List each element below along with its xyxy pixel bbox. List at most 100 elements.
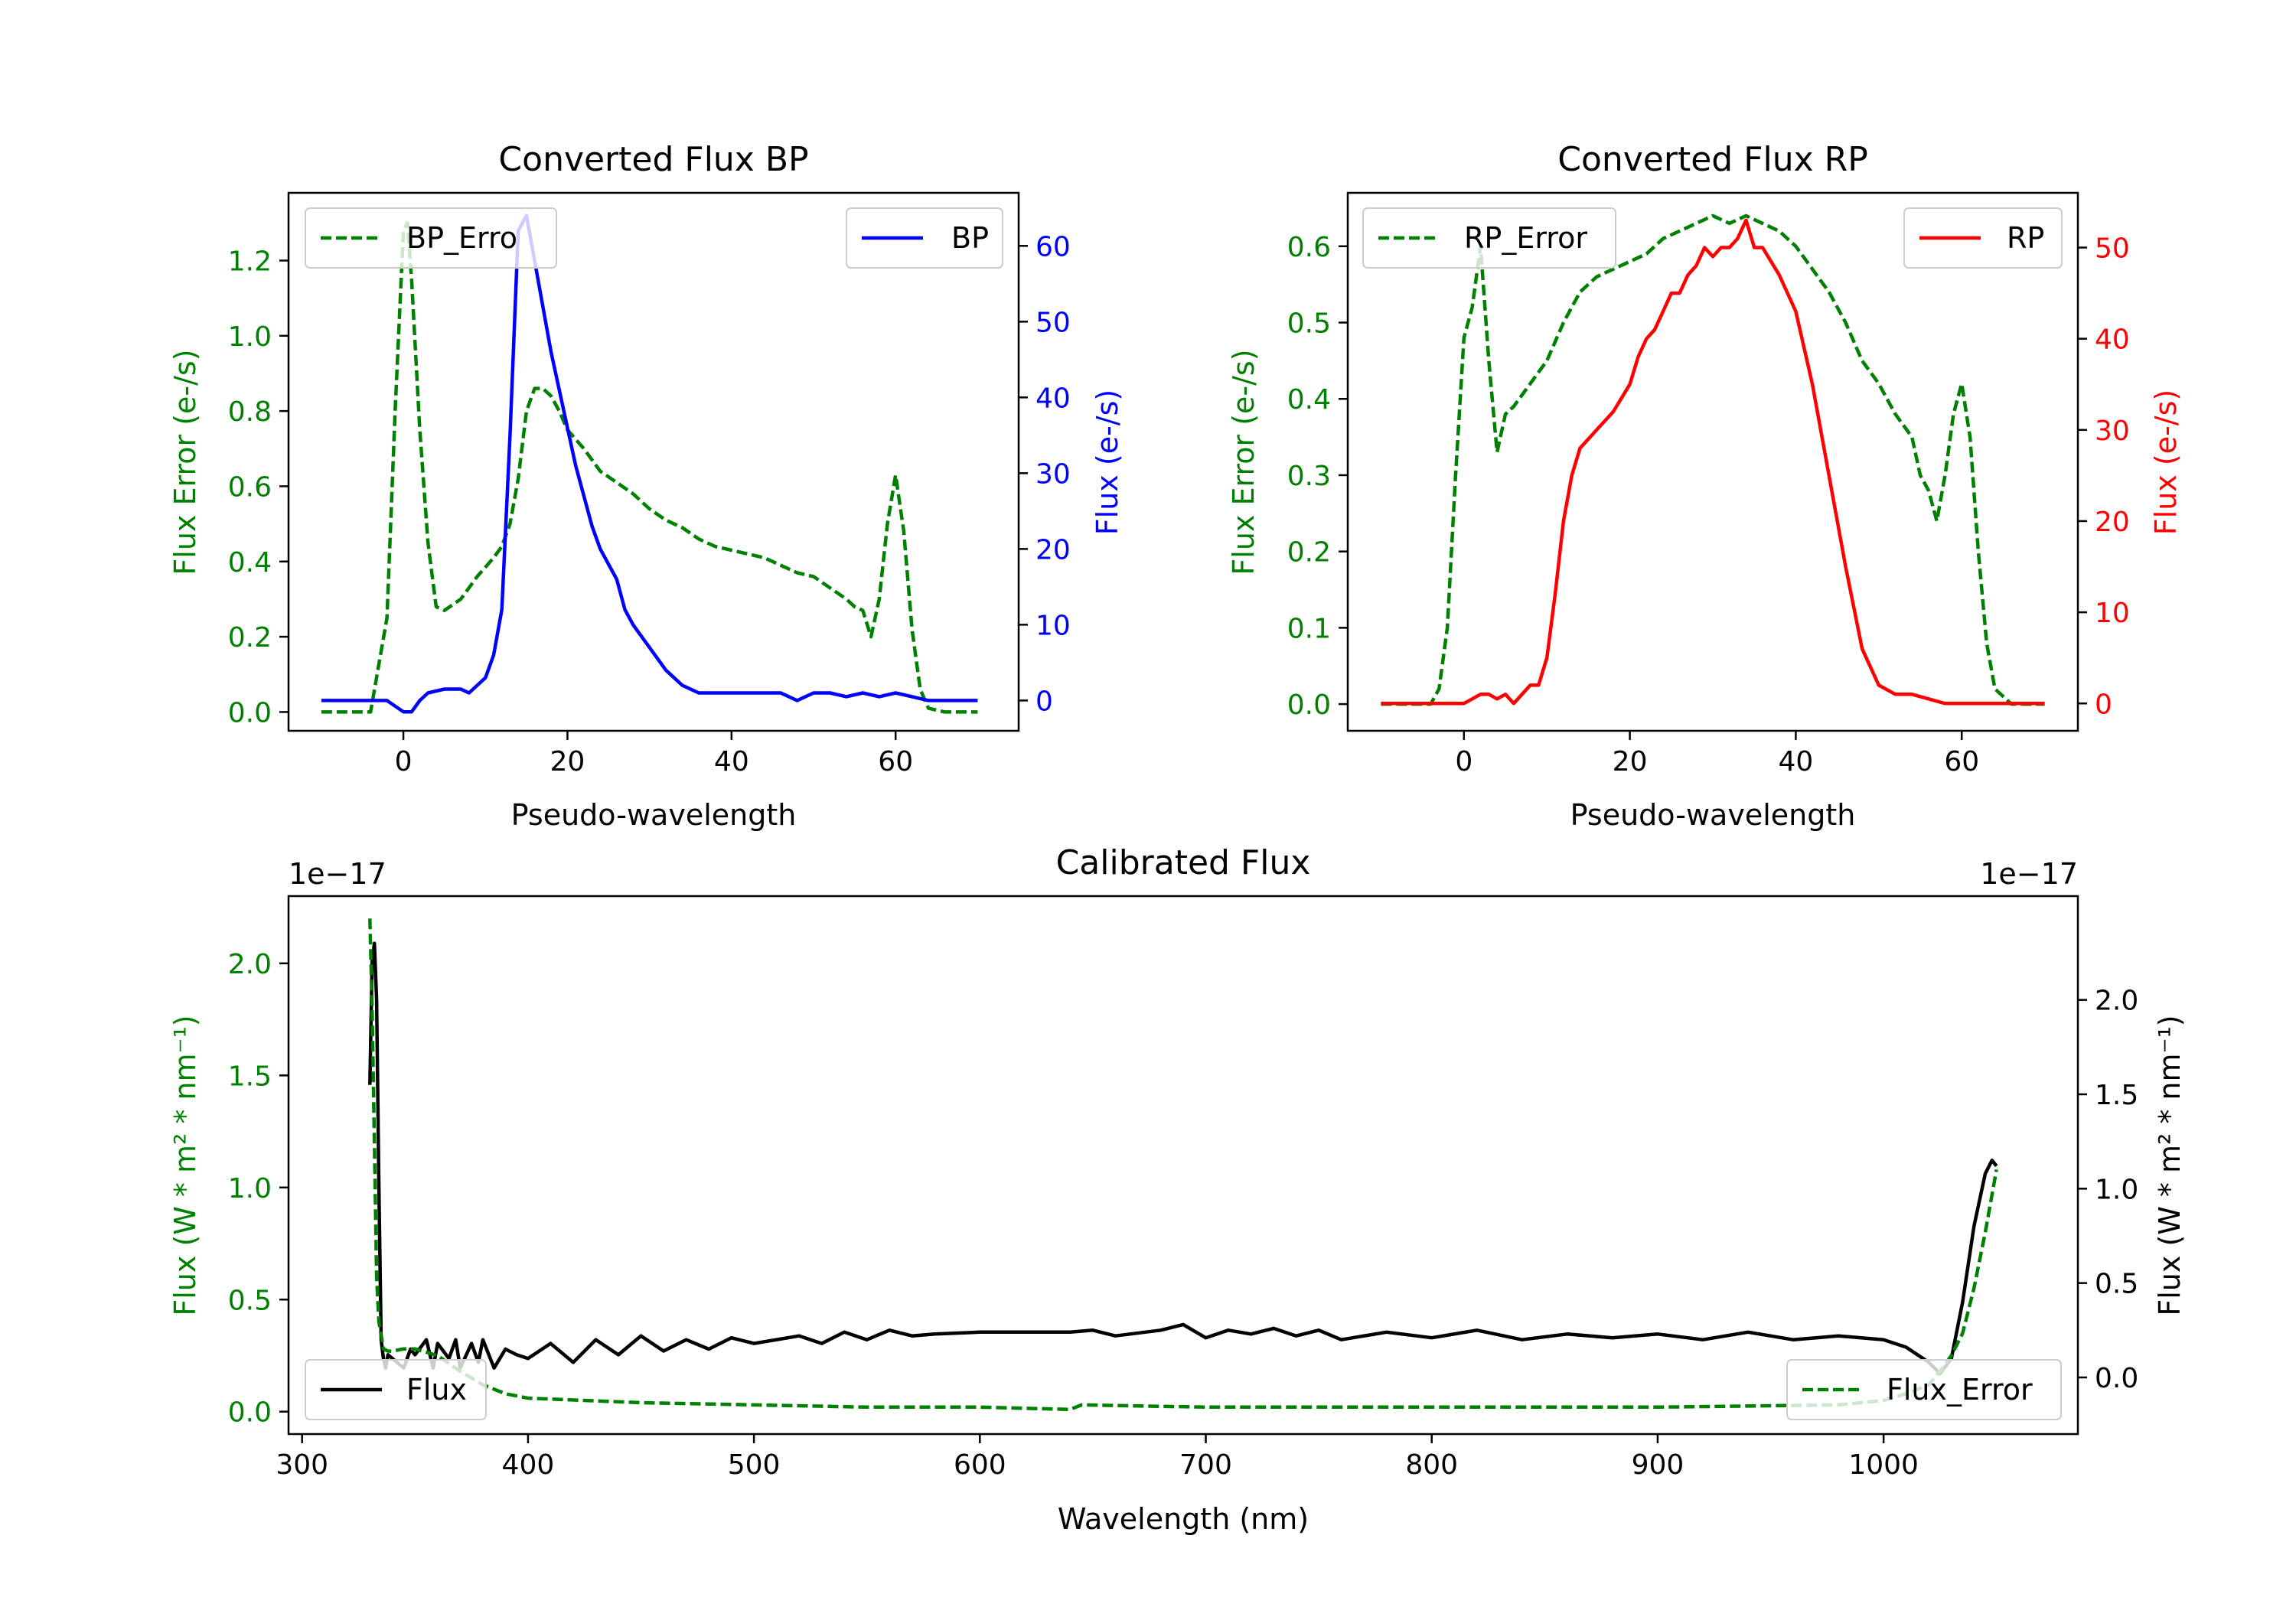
calibrated-chart-title: Calibrated Flux — [1056, 843, 1311, 882]
calibrated-x-axis-label: Wavelength (nm) — [1058, 1502, 1309, 1536]
rp-y-left-tick-label: 0.5 — [1287, 308, 1331, 340]
calibrated-series-flux-error — [368, 918, 1998, 1412]
bp-x-axis-label: Pseudo-wavelength — [511, 798, 797, 832]
calibrated-legend-right[interactable]: Flux_Error — [1786, 1359, 2062, 1420]
rp-ticks-layer: 0 20 40 60 0.0 0.1 0.2 0.3 0.4 0.5 0.6 0 10 20 30 40 50 — [1287, 232, 2130, 777]
bp-y-left-tick-label: 0.2 — [228, 622, 272, 654]
rp-y-left-label: Flux Error (e-/s) — [1227, 349, 1261, 575]
rp-x-tick-label: 40 — [1779, 746, 1814, 777]
bp-axes-frame — [287, 191, 1020, 732]
calibrated-x-tick-label: 600 — [954, 1449, 1006, 1481]
rp-x-tick-label: 20 — [1613, 746, 1648, 777]
rp-y-left-tick-label: 0.1 — [1287, 613, 1331, 644]
calibrated-right-offset-label: 1e−17 — [1980, 857, 2078, 891]
rp-y-right-tick-label: 40 — [2095, 324, 2130, 356]
bp-y-left-tick-label: 1.2 — [228, 246, 272, 277]
bp-series-bp-error — [321, 221, 978, 714]
bp-x-tick-label: 20 — [550, 746, 585, 777]
bp-y-left-tick-label: 1.0 — [228, 321, 272, 353]
calibrated-series-flux — [368, 941, 1998, 1376]
calibrated-y-left-tick-label: 1.0 — [228, 1173, 272, 1204]
bp-legend-left-label: BP_Erro — [406, 221, 517, 255]
bp-y-right-tick-label: 20 — [1035, 534, 1071, 566]
rp-series-rp-error — [1381, 214, 2045, 706]
bp-chart-title: Converted Flux BP — [498, 140, 808, 179]
rp-y-right-tick-label: 20 — [2095, 507, 2130, 538]
bp-y-right-tick-label: 40 — [1035, 383, 1071, 414]
rp-y-left-tick-label: 0.2 — [1287, 537, 1331, 569]
rp-chart-panel: 0 20 40 600.00.10.20.30.40.50.601020304050 … — [1227, 140, 2183, 832]
rp-legend-left-box — [1362, 207, 1616, 269]
bp-y-left-tick-label: 0.8 — [228, 396, 272, 428]
rp-series-rp — [1381, 218, 2045, 706]
calibrated-x-tick-label: 300 — [276, 1449, 328, 1481]
bp-legend-left-box — [305, 207, 557, 269]
calibrated-y-right-tick-label: 2.0 — [2095, 986, 2138, 1017]
calibrated-chart-panel: 300 400 500 600 700 800 900 1000 0.0 0.5 1.0 1.5 2.0… — [168, 843, 2187, 1536]
bp-y-right-tick-label: 60 — [1035, 231, 1071, 262]
rp-axes-frame — [1346, 191, 2079, 732]
calibrated-series-layer — [368, 918, 1998, 1412]
bp-y-left-tick-label: 0.4 — [228, 547, 272, 579]
rp-y-left-tick-label: 0.3 — [1287, 461, 1331, 492]
calibrated-x-tick-label: 1000 — [1848, 1449, 1919, 1481]
calibrated-y-left-tick-label: 0.0 — [228, 1397, 272, 1429]
calibrated-x-tick-label: 800 — [1405, 1449, 1458, 1481]
rp-series-layer — [1381, 214, 2045, 706]
rp-x-axis-label: Pseudo-wavelength — [1570, 798, 1856, 832]
bp-x-tick-label: 0 — [395, 746, 413, 777]
bp-x-tick-label: 60 — [878, 746, 913, 777]
calibrated-axes-frame — [287, 895, 2079, 1436]
bp-x-tick-label: 40 — [714, 746, 749, 777]
bp-y-left-label: Flux Error (e-/s) — [168, 349, 202, 575]
bp-ticks-layer: 0 20 40 60 0.0 0.2 0.4 0.6 0.8 1.0 1.2 0 10 20 30 40 50 6… — [228, 231, 1071, 777]
calibrated-legend-right-label: Flux_Error — [1887, 1373, 2033, 1407]
calibrated-y-right-tick-label: 1.0 — [2095, 1174, 2138, 1205]
bp-legend-right[interactable]: BP — [846, 207, 1003, 269]
calibrated-legend-left-box — [305, 1359, 487, 1420]
rp-y-right-tick-label: 10 — [2095, 598, 2130, 629]
rp-y-left-tick-label: 0.6 — [1287, 232, 1331, 263]
rp-y-left-tick-label: 0.0 — [1287, 689, 1331, 721]
bp-y-right-label: Flux (e-/s) — [1091, 390, 1124, 535]
calibrated-legend-right-box — [1786, 1359, 2062, 1420]
bp-y-right-tick-label: 50 — [1035, 307, 1071, 338]
bp-series-bp — [321, 214, 978, 714]
calibrated-x-tick-label: 700 — [1179, 1449, 1232, 1481]
bp-chart-panel: 0 20 40 60 0.0 0.2 0.4 0.6 0.8 1.0 1.2 0 10 20 30 40 50 6… — [168, 140, 1124, 832]
bp-y-right-tick-label: 30 — [1035, 458, 1071, 490]
calibrated-x-tick-label: 900 — [1632, 1449, 1684, 1481]
rp-y-right-tick-label: 50 — [2095, 233, 2130, 264]
rp-legend-right-box — [1903, 207, 2063, 269]
rp-legend-left[interactable]: RP_Error — [1362, 207, 1616, 269]
bp-y-left-tick-label: 0.0 — [228, 697, 272, 729]
calibrated-y-left-tick-label: 2.0 — [228, 949, 272, 980]
rp-y-right-tick-label: 30 — [2095, 416, 2130, 447]
bp-y-right-tick-label: 10 — [1035, 610, 1071, 641]
calibrated-x-tick-label: 500 — [728, 1449, 781, 1481]
rp-y-right-label: Flux (e-/s) — [2149, 390, 2183, 535]
rp-y-right-tick-label: 0 — [2095, 689, 2112, 720]
bp-legend-right-label: BP — [951, 221, 989, 255]
calibrated-y-left-label: Flux (W * m² * nm⁻¹) — [168, 1015, 202, 1315]
calibrated-legend-left[interactable]: Flux — [305, 1359, 487, 1420]
calibrated-y-right-label: Flux (W * m² * nm⁻¹) — [2153, 1015, 2187, 1315]
bp-legend-right-box — [846, 207, 1003, 269]
calibrated-x-tick-label: 400 — [502, 1449, 555, 1481]
calibrated-y-left-tick-label: 1.5 — [228, 1061, 272, 1092]
calibrated-y-left-tick-label: 0.5 — [228, 1285, 272, 1316]
rp-legend-right[interactable]: RP — [1903, 207, 2063, 269]
calibrated-y-right-tick-label: 1.5 — [2095, 1080, 2138, 1111]
bp-legend-left[interactable]: BP_Erro — [305, 207, 557, 269]
calibrated-y-right-tick-label: 0.5 — [2095, 1269, 2138, 1300]
rp-x-tick-label: 0 — [1455, 746, 1473, 777]
calibrated-y-right-tick-label: 0.0 — [2095, 1363, 2138, 1394]
rp-chart-title: Converted Flux RP — [1557, 140, 1868, 179]
calibrated-legend-left-label: Flux — [406, 1373, 467, 1407]
bp-y-left-tick-label: 0.6 — [228, 471, 272, 503]
calibrated-ticks-layer: 300 400 500 600 700 800 900 1000 0.0 0.5 1.0 1.5 2.0… — [228, 949, 2139, 1481]
rp-y-left-tick-label: 0.4 — [1287, 384, 1331, 416]
rp-x-tick-label: 60 — [1944, 746, 1979, 777]
bp-y-right-tick-label: 0 — [1035, 686, 1053, 717]
